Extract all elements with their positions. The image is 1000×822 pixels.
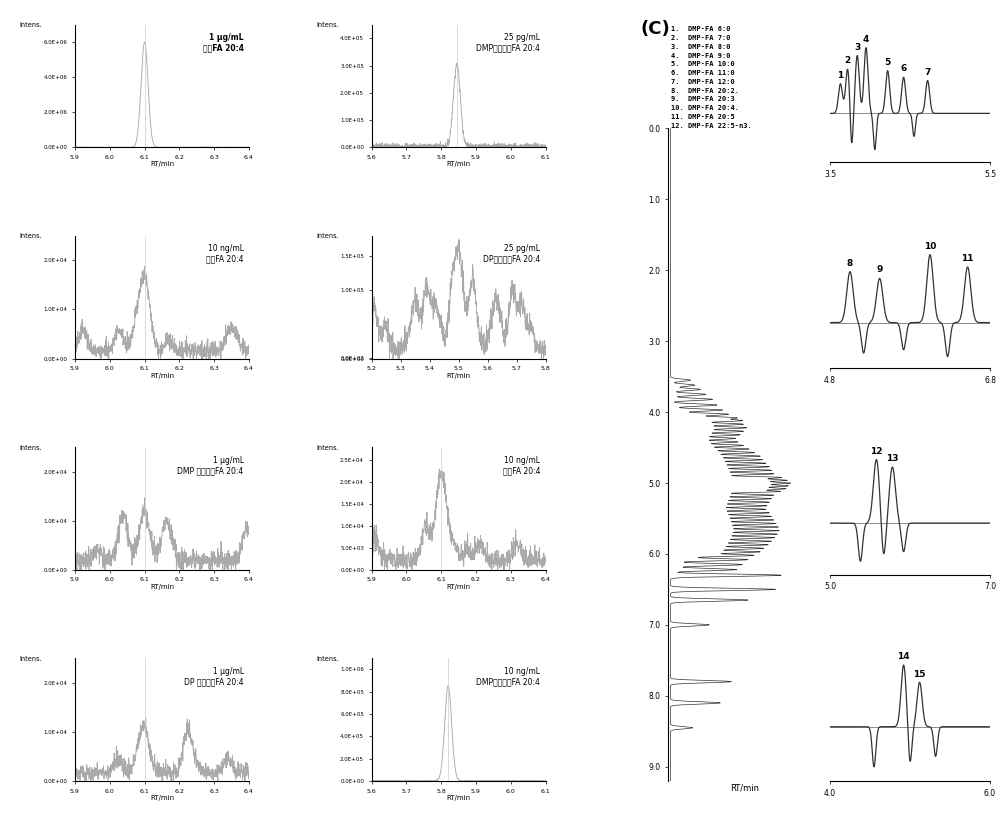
X-axis label: RT/min: RT/min <box>447 161 471 168</box>
Text: 12: 12 <box>870 446 883 455</box>
Text: 1 μg/mL
DMP 衍生化的FA 20:4: 1 μg/mL DMP 衍生化的FA 20:4 <box>177 455 244 475</box>
Text: 7: 7 <box>924 67 931 76</box>
Text: 8: 8 <box>847 259 853 268</box>
Text: 9: 9 <box>876 266 883 275</box>
Text: Intens.: Intens. <box>316 22 339 28</box>
Text: 3: 3 <box>854 43 860 52</box>
Text: (C): (C) <box>641 21 671 38</box>
Text: 10 ng/mL
DMP衍生化的FA 20:4: 10 ng/mL DMP衍生化的FA 20:4 <box>476 667 540 686</box>
Text: 25 pg/mL
DMP衍生化的FA 20:4: 25 pg/mL DMP衍生化的FA 20:4 <box>476 33 540 53</box>
Text: 5: 5 <box>884 58 891 67</box>
Text: 25 pg/mL
DP衍生化的FA 20:4: 25 pg/mL DP衍生化的FA 20:4 <box>483 244 540 264</box>
Text: 10 ng/mL
游离FA 20:4: 10 ng/mL 游离FA 20:4 <box>503 455 540 475</box>
Text: 1 μg/mL
游离FA 20:4: 1 μg/mL 游离FA 20:4 <box>203 33 244 53</box>
X-axis label: RT/min: RT/min <box>150 372 174 379</box>
X-axis label: RT/min: RT/min <box>447 795 471 801</box>
X-axis label: RT/min: RT/min <box>150 161 174 168</box>
Text: Intens.: Intens. <box>316 656 339 662</box>
Text: 4: 4 <box>863 35 869 44</box>
Text: 1.  DMP-FA 6:0
2.  DMP-FA 7:0
3.  DMP-FA 8:0
4.  DMP-FA 9:0
5.  DMP-FA 10:0
6.  : 1. DMP-FA 6:0 2. DMP-FA 7:0 3. DMP-FA 8:… <box>671 26 752 155</box>
Text: 10: 10 <box>924 242 936 251</box>
Text: Intens.: Intens. <box>19 233 42 239</box>
X-axis label: RT/min: RT/min <box>730 783 759 792</box>
X-axis label: RT/min: RT/min <box>447 584 471 589</box>
Text: 14: 14 <box>897 653 910 661</box>
Text: 13: 13 <box>886 455 899 464</box>
Text: 1 μg/mL
DP 衍生化的FA 20:4: 1 μg/mL DP 衍生化的FA 20:4 <box>184 667 244 686</box>
Text: 1: 1 <box>837 71 844 80</box>
X-axis label: RT/min: RT/min <box>447 372 471 379</box>
Text: Intens.: Intens. <box>19 22 42 28</box>
Text: 11: 11 <box>961 254 974 263</box>
X-axis label: RT/min: RT/min <box>150 584 174 589</box>
Text: 10 ng/mL
游离FA 20:4: 10 ng/mL 游离FA 20:4 <box>206 244 244 264</box>
Text: Intens.: Intens. <box>19 656 42 662</box>
Text: 15: 15 <box>913 670 926 679</box>
X-axis label: RT/min: RT/min <box>150 795 174 801</box>
Text: 6: 6 <box>900 64 907 73</box>
Text: Intens.: Intens. <box>316 445 339 450</box>
Text: Intens.: Intens. <box>316 233 339 239</box>
Text: Intens.: Intens. <box>19 445 42 450</box>
Text: 2: 2 <box>844 56 851 65</box>
